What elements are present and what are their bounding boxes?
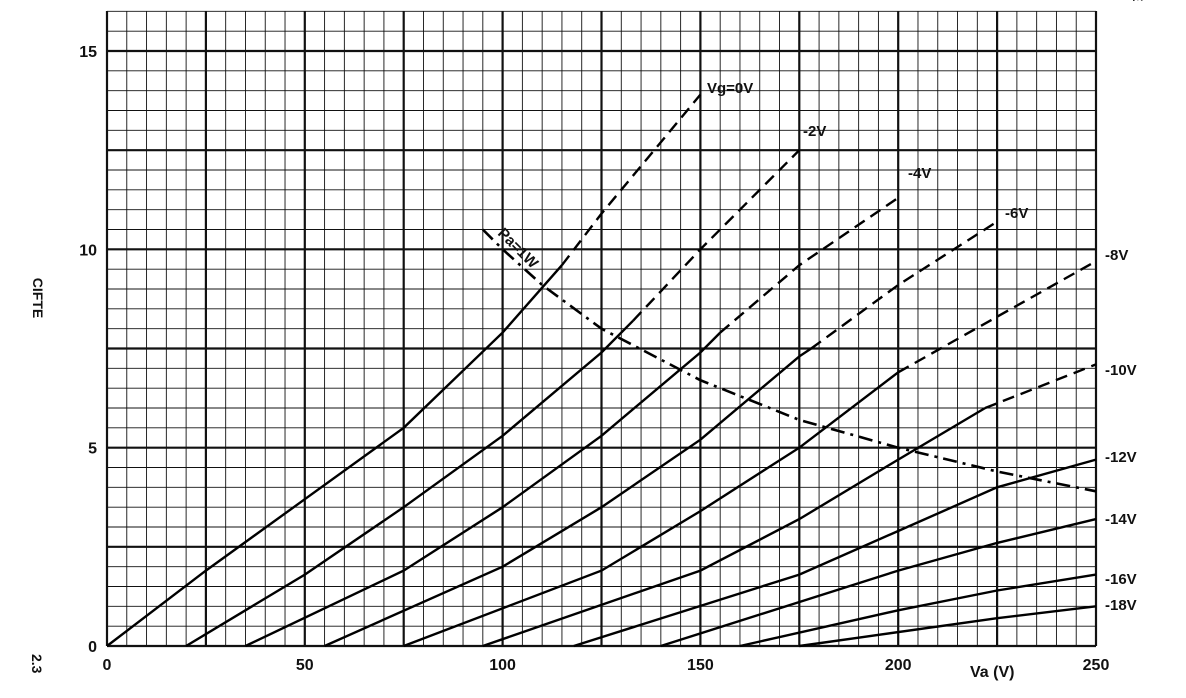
characteristic-curve-dashed bbox=[719, 196, 899, 334]
series-label: Vg=0V bbox=[707, 80, 753, 97]
series-labels: Vg=0V-2V-4V-6V-8V-10V-12V-14V-16V-18VPa=… bbox=[494, 80, 1137, 614]
series-label: -12V bbox=[1105, 449, 1137, 466]
power-dissipation-curve bbox=[481, 228, 1097, 493]
series-label: -4V bbox=[908, 165, 931, 182]
characteristic-curve-solid bbox=[244, 331, 722, 648]
x-tick-label: 50 bbox=[296, 657, 314, 674]
major-grid bbox=[105, 11, 1098, 648]
characteristic-curve-solid bbox=[185, 319, 634, 648]
minor-grid bbox=[107, 10, 1096, 646]
characteristic-curve-dashed bbox=[560, 93, 702, 266]
y-axis-label: CIFTE bbox=[30, 278, 46, 318]
series-label: -18V bbox=[1105, 597, 1137, 614]
page-number: 2.3 bbox=[29, 654, 45, 674]
y-tick-label: 10 bbox=[79, 242, 97, 259]
x-tick-label: 150 bbox=[687, 657, 714, 674]
characteristic-curve-solid bbox=[324, 347, 812, 648]
x-tick-label: 0 bbox=[103, 657, 112, 674]
characteristic-curve-solid bbox=[482, 406, 986, 648]
characteristic-curve-dashed bbox=[984, 363, 1097, 410]
characteristic-curve-solid bbox=[106, 264, 563, 647]
y-tick-labels: 0 5 10 15 bbox=[79, 44, 97, 656]
x-axis-label: Va (V) bbox=[970, 664, 1014, 681]
series-label: -14V bbox=[1105, 511, 1137, 528]
y-tick-label: 0 bbox=[88, 639, 97, 656]
x-tick-label: 200 bbox=[885, 657, 912, 674]
characteristic-curve-solid bbox=[403, 371, 899, 648]
y-tick-label: 15 bbox=[79, 44, 97, 61]
series-label: -16V bbox=[1105, 571, 1137, 588]
series-label: -8V bbox=[1105, 247, 1128, 264]
x-tick-label: 100 bbox=[489, 657, 516, 674]
corner-text: DE bbox=[1130, 0, 1146, 1]
x-tick-label: 250 bbox=[1083, 657, 1110, 674]
characteristic-curve-solid bbox=[799, 605, 1097, 648]
curve-group bbox=[106, 93, 1097, 648]
x-tick-labels: 0 50 100 150 200 250 bbox=[103, 657, 1110, 674]
characteristic-curve-dashed bbox=[632, 149, 801, 322]
series-label: -10V bbox=[1105, 362, 1137, 379]
series-label: -2V bbox=[803, 123, 826, 140]
characteristic-curve-solid bbox=[739, 573, 1097, 648]
y-tick-label: 5 bbox=[88, 441, 97, 458]
series-label: -6V bbox=[1005, 205, 1028, 222]
characteristic-curve-solid bbox=[660, 517, 1097, 648]
